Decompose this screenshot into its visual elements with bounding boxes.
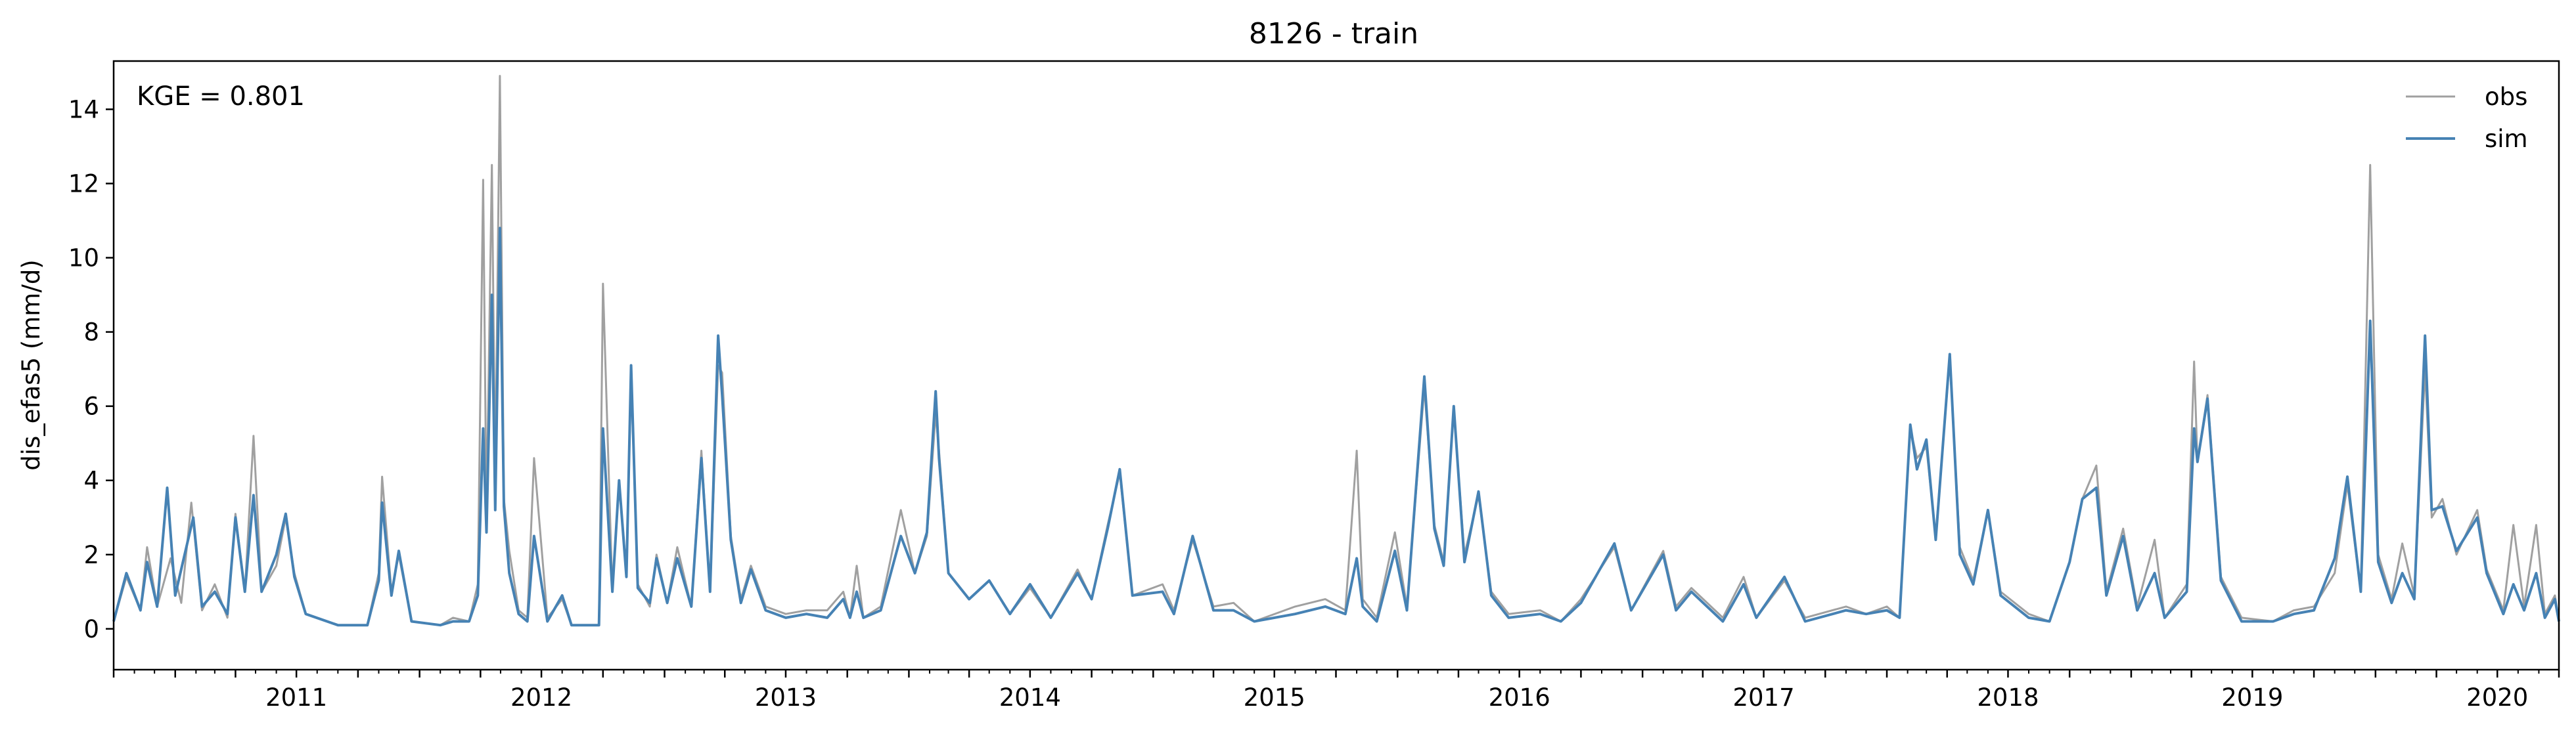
series-line-sim: [112, 227, 2560, 627]
y-axis: 0 2 4 6 8 10 12 14: [68, 95, 114, 643]
y-tick-label: 8: [83, 318, 99, 347]
y-tick-label: 10: [68, 244, 99, 272]
legend: obs sim: [2406, 83, 2528, 153]
y-tick-label: 12: [68, 170, 99, 198]
x-tick-label: 2020: [2466, 683, 2528, 712]
x-tick-label: 2019: [2221, 683, 2283, 712]
x-tick-label: 2017: [1732, 683, 1794, 712]
x-tick-label: 2014: [999, 683, 1061, 712]
y-tick-label: 14: [68, 95, 99, 123]
x-tick-label: 2015: [1244, 683, 1305, 712]
plot-area: [112, 75, 2560, 627]
x-tick-label: 2012: [510, 683, 572, 712]
kge-annotation: KGE = 0.801: [137, 81, 305, 112]
x-tick-label: 2018: [1977, 683, 2039, 712]
y-tick-label: 6: [83, 393, 99, 421]
x-tick-label: 2011: [265, 683, 327, 712]
legend-label-sim: sim: [2485, 125, 2528, 153]
y-tick-label: 2: [83, 541, 99, 569]
legend-label-obs: obs: [2485, 83, 2527, 111]
x-tick-label: 2013: [755, 683, 817, 712]
y-tick-label: 4: [83, 467, 99, 495]
x-axis: 2011 2012 2013 2014 2015 2016 2017 2018 2019 2020: [112, 670, 2560, 712]
y-axis-label: dis_efas5 (mm/d): [17, 259, 45, 471]
y-tick-label: 0: [83, 615, 99, 643]
x-tick-label: 2016: [1489, 683, 1550, 712]
chart-title: 8126 - train: [1249, 17, 1418, 51]
